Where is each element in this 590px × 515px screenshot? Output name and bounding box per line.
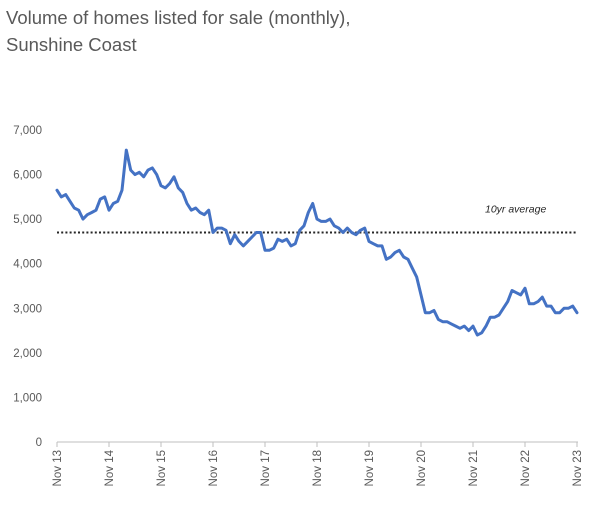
y-axis: 0 1,000 2,000 3,000 4,000 5,000 6,000 7,000 (13, 125, 42, 449)
x-tick-label: Nov 19 (364, 450, 376, 486)
y-tick-label: 2,000 (13, 348, 42, 360)
y-tick-label: 1,000 (13, 392, 42, 404)
ten-year-average-label: 10yr average (485, 204, 546, 216)
x-tick-label: Nov 20 (416, 450, 428, 486)
x-tick-label: Nov 21 (468, 450, 480, 486)
x-tick-label: Nov 14 (104, 449, 116, 486)
chart-title-line-1: Volume of homes listed for sale (monthly… (6, 7, 351, 28)
x-tick-label: Nov 15 (156, 450, 168, 486)
y-tick-label: 7,000 (13, 125, 42, 137)
y-tick-label: 3,000 (13, 303, 42, 315)
x-tick-label: Nov 17 (260, 450, 272, 486)
x-tick-label: Nov 23 (572, 450, 584, 486)
y-tick-label: 5,000 (13, 214, 42, 226)
x-tick-label: Nov 18 (312, 450, 324, 486)
listings-series-line (55, 148, 579, 337)
x-tick-label: Nov 22 (520, 450, 532, 486)
x-tick-label: Nov 16 (208, 450, 220, 486)
chart-title: Volume of homes listed for sale (monthly… (6, 4, 576, 58)
x-tick-label: Nov 13 (52, 450, 64, 486)
chart-title-line-2: Sunshine Coast (6, 34, 137, 55)
y-tick-label: 6,000 (13, 170, 42, 182)
y-tick-label: 4,000 (13, 259, 42, 271)
y-tick-label: 0 (36, 437, 42, 449)
x-axis: Nov 13 Nov 14 Nov 15 Nov 16 Nov 17 Nov 18 Nov … (52, 442, 584, 486)
